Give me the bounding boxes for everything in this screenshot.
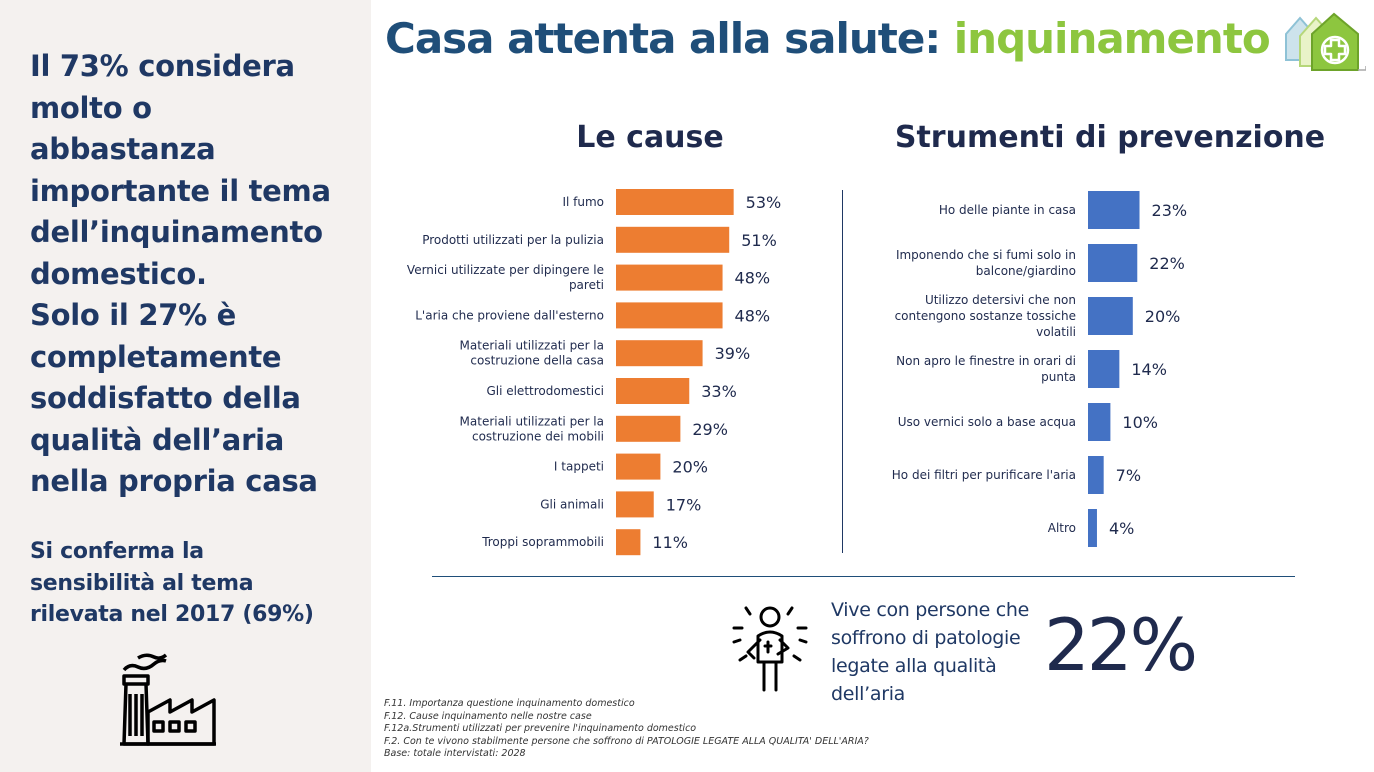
- bar-value-label: 39%: [715, 344, 751, 363]
- bar-value-label: 20%: [672, 458, 708, 477]
- callout-value: 22%: [1044, 603, 1198, 687]
- page-title-main: Casa attenta alla salute:: [385, 14, 954, 63]
- page-title-accent: inquinamento: [953, 14, 1271, 63]
- cause-bar-chart: 53% Il fumo 51% Prodotti utilizzati per la …: [407, 189, 782, 556]
- category-label: Il fumo: [562, 195, 604, 209]
- bar: [616, 340, 703, 367]
- cause-chart-title: Le cause: [576, 120, 724, 155]
- bar-value-label: 11%: [652, 533, 688, 552]
- prevention-chart-title: Strumenti di prevenzione: [894, 120, 1326, 155]
- category-label: Gli animali: [540, 497, 604, 511]
- bar: [616, 302, 723, 329]
- category-label: I tappeti: [554, 460, 604, 474]
- footnote: Base: totale intervistati: 2028: [384, 748, 526, 759]
- prevention-bar-chart: 23% Ho delle piante in casa 22% Imponendo c…: [892, 191, 1188, 547]
- category-label: Materiali utilizzati per la costruzione d…: [460, 414, 604, 443]
- category-label: Prodotti utilizzati per la pulizia: [422, 233, 604, 247]
- category-label: Ho dei filtri per purificare l'aria: [892, 468, 1076, 482]
- bar: [616, 491, 654, 518]
- bar-value-label: 20%: [1145, 307, 1181, 326]
- category-label: Non apro le finestre in orari di punta: [896, 354, 1076, 384]
- category-label: Uso vernici solo a base acqua: [898, 415, 1076, 429]
- bar: [1088, 509, 1097, 547]
- left-summary-panel: Il 73% considera molto o abbastanza impo…: [0, 0, 371, 772]
- bar-value-label: 23%: [1152, 201, 1188, 220]
- bar: [616, 226, 730, 253]
- category-label: Troppi soprammobili: [481, 535, 604, 549]
- footnote: F.12a.Strumenti utilizzati per prevenire…: [384, 723, 697, 734]
- bar-value-label: 17%: [666, 495, 702, 514]
- bar-value-label: 29%: [692, 420, 728, 439]
- category-label: Gli elettrodomestici: [486, 384, 604, 398]
- bar-value-label: 7%: [1116, 466, 1141, 485]
- footnote: F.11. Importanza questione inquinamento …: [384, 698, 635, 709]
- page-title: Casa attenta alla salute: inquinamento: [385, 10, 1271, 68]
- house-health-icon: [1285, 12, 1366, 71]
- category-label: Imponendo che si fumi solo in balcone/gia…: [896, 248, 1076, 278]
- summary-headline: Il 73% considera molto o abbastanza impo…: [30, 49, 331, 498]
- footnote: F.12. Cause inquinamento nelle nostre ca…: [384, 710, 592, 722]
- bar: [1088, 244, 1138, 282]
- bar-value-label: 51%: [741, 231, 777, 250]
- bar: [616, 189, 734, 215]
- summary-subtext: Si conferma la sensibilità al tema rilev…: [30, 539, 314, 627]
- bar-value-label: 4%: [1109, 519, 1134, 538]
- category-label: Altro: [1048, 521, 1076, 535]
- bar: [616, 529, 641, 556]
- bar: [616, 264, 723, 291]
- bar-value-label: 48%: [735, 269, 771, 288]
- bar: [1088, 191, 1140, 229]
- bar: [1088, 350, 1120, 388]
- bar: [1088, 456, 1104, 494]
- chart-divider: [842, 190, 843, 553]
- factory-icon: [120, 653, 216, 746]
- bar: [1088, 403, 1111, 441]
- callout-text: Vive con persone che soffrono di patolog…: [831, 599, 1030, 705]
- category-label: Ho delle piante in casa: [939, 203, 1076, 217]
- bar: [616, 415, 681, 442]
- bar-value-label: 53%: [746, 193, 782, 212]
- footnotes: F.11. Importanza questione inquinamento …: [384, 698, 869, 761]
- bar-value-label: 14%: [1131, 360, 1167, 379]
- bar: [616, 453, 661, 480]
- bar: [616, 378, 690, 404]
- bar-value-label: 33%: [701, 382, 737, 401]
- category-label: Utilizzo detersivi che non contengono sos…: [895, 293, 1076, 339]
- footnote: F.2. Con te vivono stabilmente persone c…: [384, 735, 869, 747]
- bar: [1088, 297, 1133, 335]
- section-divider: [432, 576, 1295, 577]
- bar-value-label: 48%: [735, 306, 771, 325]
- sick-person-icon: [732, 606, 808, 692]
- bar-value-label: 22%: [1149, 254, 1185, 273]
- category-label: Vernici utilizzate per dipingere le paret…: [407, 263, 604, 292]
- bar-value-label: 10%: [1122, 413, 1158, 432]
- category-label: Materiali utilizzati per la costruzione d…: [460, 339, 604, 368]
- category-label: L'aria che proviene dall'esterno: [415, 308, 604, 322]
